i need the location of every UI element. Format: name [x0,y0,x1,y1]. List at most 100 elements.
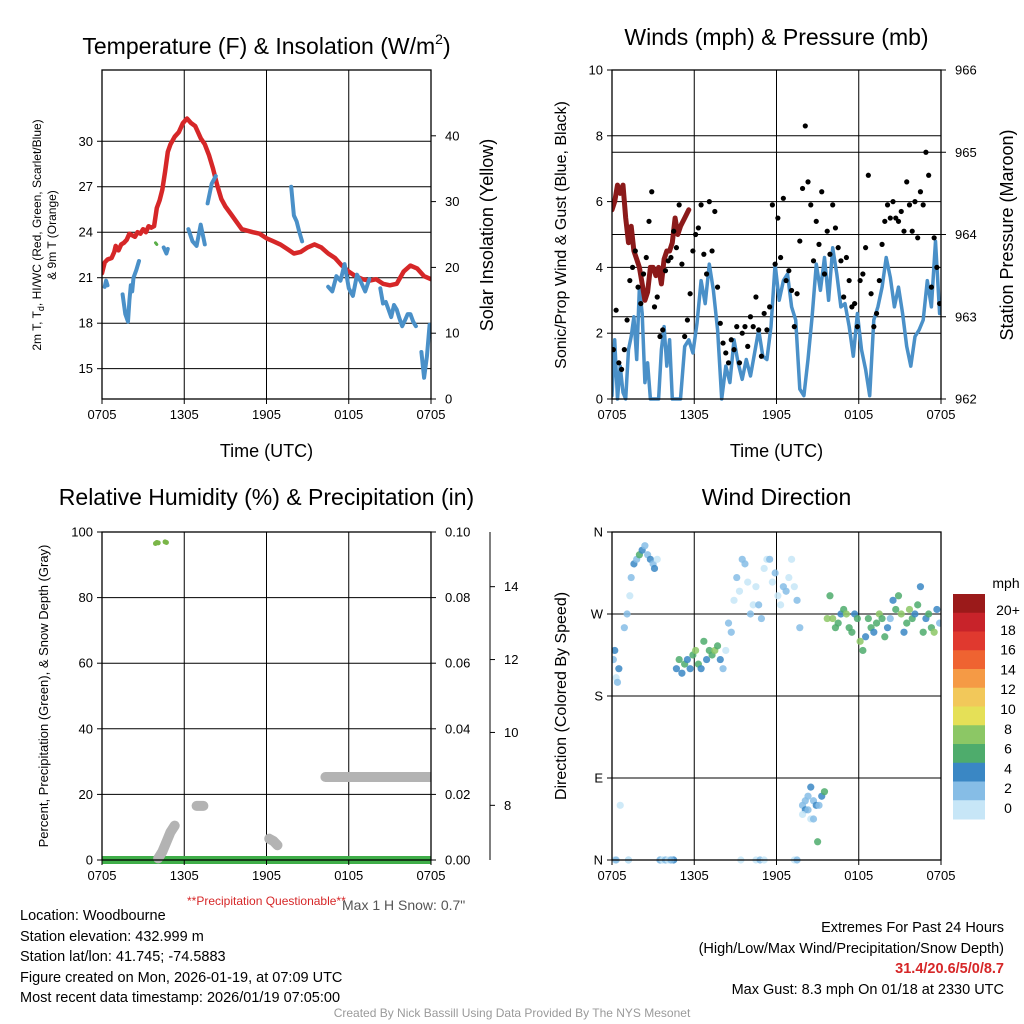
gust-point [703,271,710,277]
gust-point [772,261,778,267]
temperature-ytick-label: 27 [79,179,93,194]
gust-point [794,291,800,297]
gust-point [846,277,852,284]
2m-dewpoint-segment-1-line [102,278,110,289]
direction-point [916,583,925,591]
timestamp-label: Most recent data timestamp: 2026/01/19 0… [20,990,341,1006]
gust-point [821,271,828,277]
gust-point [799,185,806,192]
gust-point [717,320,723,326]
humidity-y2tick-label: 0.04 [445,721,470,736]
colorbar-swatch [953,631,985,651]
winds-y2tick-label: 964 [955,227,977,242]
temperature-ytick-label: 18 [79,316,93,331]
direction-point [820,788,829,796]
gust-point [816,241,822,247]
gust-point [750,324,756,330]
direction-point [713,642,722,650]
humidity-y2tick-label: 0.08 [445,590,470,605]
humidity-y2tick-label: 0.02 [445,787,470,802]
direction-point [730,596,738,604]
gust-point [835,245,841,251]
gust-point [673,245,680,251]
gust-point [923,149,929,155]
colorbar-swatch [953,762,985,782]
direction-point [686,665,694,673]
gust-point [693,231,699,238]
gust-point [882,218,888,224]
gust-point [616,360,622,366]
colorbar-label: 4 [1004,760,1012,776]
gust-point [786,268,792,274]
gust-point [884,202,891,208]
gust-point [668,254,674,261]
direction-point [842,610,851,618]
direction-point [798,810,807,819]
gust-point [769,202,775,208]
gust-point [871,324,877,330]
gust-point [843,254,850,261]
direction-point [862,633,870,641]
direction-point [641,542,649,550]
direction-point [864,614,872,623]
gust-point [778,254,784,261]
gust-point [857,277,863,284]
temperature-xtick-label: 0705 [417,407,446,422]
2m-dewpoint-segment-3-line [161,245,170,256]
humidity-xtick-label: 0705 [88,868,117,883]
winds-ytick-label: 10 [589,63,603,78]
colorbar-label: 12 [1000,681,1016,697]
winds-y2tick-label: 966 [955,63,977,78]
winds-y2tick-label: 965 [955,145,977,160]
2m-dewpoint-segment-6-line [289,184,305,244]
colorbar-swatch [953,725,985,745]
direction-point [894,592,903,600]
gust-point [783,277,789,284]
precip-warning-label: **Precipitation Questionable** [187,894,346,908]
gust-point [912,199,918,205]
winds-ytick-label: 8 [596,128,603,143]
humidity-y2tick-label: 0.06 [445,656,470,671]
extremes-title: Extremes For Past 24 Hours [821,920,1004,936]
gust-point [876,277,882,284]
2m-dewpoint-segment-2-line [120,259,141,324]
winds-xtick-label: 0105 [844,407,873,422]
elevation-label: Station elevation: 432.999 m [20,928,204,945]
colorbar-swatch [953,687,985,707]
station-pressure-line [612,182,692,303]
humidity-y2tick-label: 0.00 [445,853,470,868]
gust-point [761,310,767,317]
humidity-xtick-label: 1905 [252,868,281,883]
gust-point [841,294,847,300]
gust-point [701,251,707,257]
colorbar-label: 20+ [996,602,1020,618]
direction-point [678,669,686,677]
colorbar-label: 0 [1004,800,1012,816]
gust-point [887,215,893,221]
gust-point [638,300,644,307]
direction-point [782,587,790,595]
direction-point [724,619,733,627]
gust-point [731,347,737,353]
extremes-value: 31.4/20.6/5/0/8.7 [895,961,1004,977]
gust-point [725,360,732,366]
direction-point [796,624,804,632]
direction-point [826,592,834,600]
temperature-ytick-label: 15 [79,361,93,376]
humidity-ytick-label: 80 [79,590,93,605]
direction-point [768,578,776,586]
humidity-chart: 0705 1305 1905 0105 07050204060801000.000.02… [36,484,518,883]
direction-point [683,655,691,664]
temperature-xtick-label: 1305 [170,407,199,422]
direction-ytick-label: S [594,689,603,704]
gust-point [687,291,693,297]
direction-point [627,573,635,582]
gust-point [753,294,759,300]
gust-point [767,304,773,310]
direction-point [777,601,785,609]
gust-point [868,291,874,297]
gust-point [695,225,701,231]
direction-point [859,646,867,655]
gust-point [926,172,932,178]
gust-point [657,333,663,340]
